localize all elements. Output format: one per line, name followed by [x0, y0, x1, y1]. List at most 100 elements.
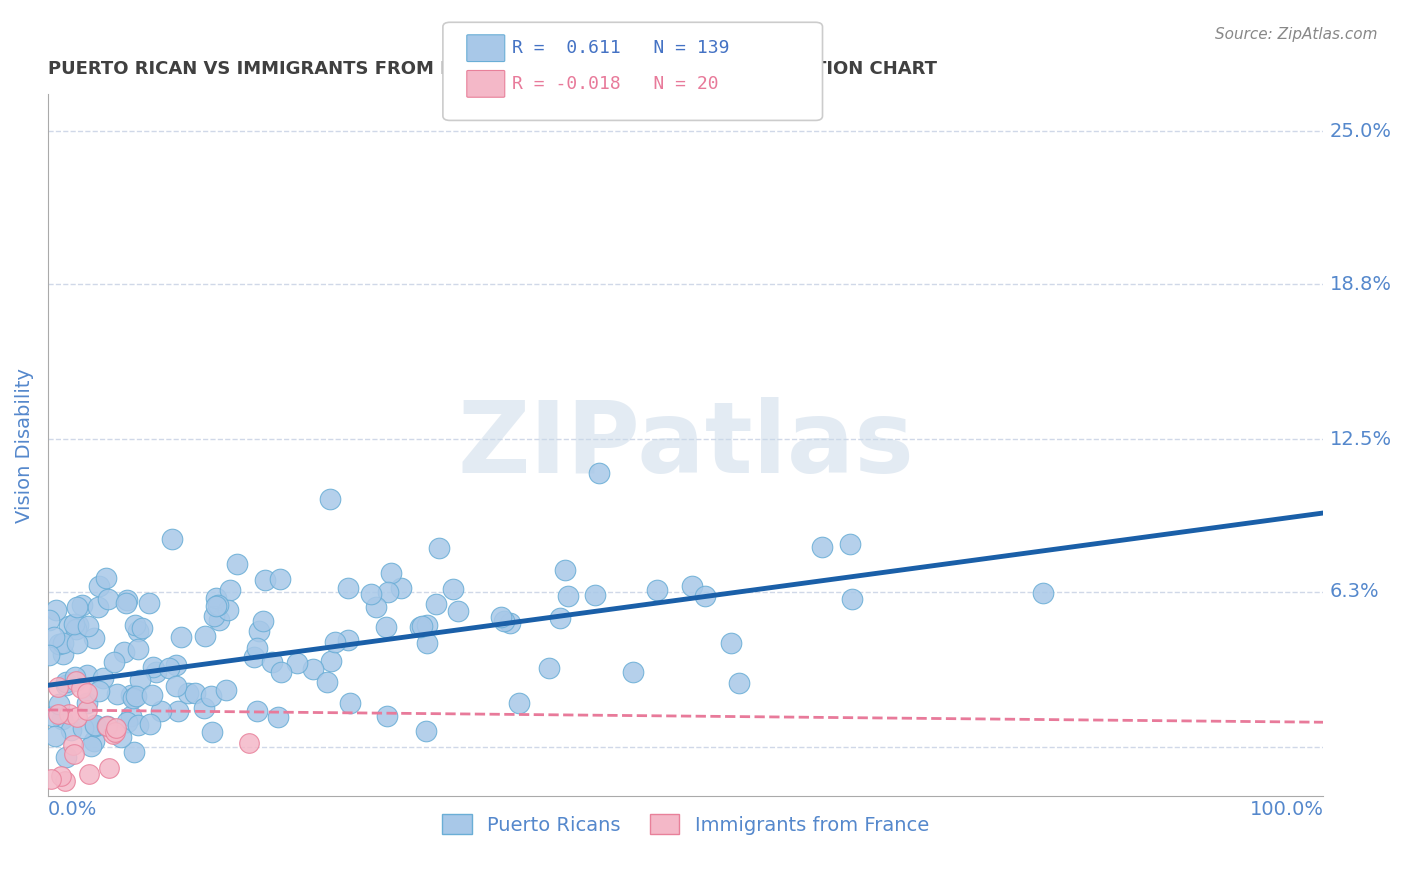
- Point: [270, 665, 292, 680]
- Point: [208, 613, 231, 627]
- Point: [621, 665, 644, 680]
- Point: [681, 579, 703, 593]
- Point: [44, 729, 66, 743]
- Point: [695, 589, 717, 603]
- Text: 0.0%: 0.0%: [48, 799, 97, 819]
- Point: [115, 596, 138, 610]
- Point: [375, 620, 398, 634]
- Point: [508, 696, 530, 710]
- Point: [269, 572, 291, 586]
- Point: [267, 709, 290, 723]
- Point: [103, 724, 125, 739]
- Point: [337, 581, 360, 595]
- Point: [120, 688, 142, 702]
- Point: [285, 656, 308, 670]
- Point: [200, 689, 222, 703]
- Text: Source: ZipAtlas.com: Source: ZipAtlas.com: [1215, 27, 1378, 42]
- Point: [217, 603, 239, 617]
- Point: [66, 617, 89, 632]
- Point: [124, 617, 146, 632]
- Point: [193, 701, 215, 715]
- Point: [838, 536, 860, 550]
- Point: [389, 581, 412, 595]
- Point: [38, 613, 60, 627]
- Point: [97, 761, 120, 775]
- Point: [301, 662, 323, 676]
- Point: [441, 582, 464, 596]
- Point: [246, 640, 269, 655]
- Point: [145, 665, 167, 679]
- Point: [489, 610, 512, 624]
- Point: [72, 599, 94, 613]
- Point: [62, 739, 84, 753]
- Point: [554, 563, 576, 577]
- Point: [51, 712, 73, 726]
- Point: [48, 697, 70, 711]
- Point: [131, 621, 153, 635]
- Point: [101, 726, 124, 740]
- Point: [319, 654, 342, 668]
- Text: R = -0.018   N = 20: R = -0.018 N = 20: [512, 75, 718, 93]
- Point: [55, 678, 77, 692]
- Point: [447, 605, 470, 619]
- Point: [63, 617, 86, 632]
- Point: [58, 618, 80, 632]
- Point: [83, 631, 105, 645]
- Point: [41, 708, 63, 723]
- Point: [494, 615, 516, 629]
- Point: [226, 558, 249, 572]
- Point: [415, 724, 437, 739]
- Point: [125, 689, 148, 703]
- Point: [375, 708, 398, 723]
- Point: [141, 689, 163, 703]
- Point: [425, 597, 447, 611]
- Point: [103, 656, 125, 670]
- Text: 100.0%: 100.0%: [1250, 799, 1323, 819]
- Point: [411, 619, 433, 633]
- Point: [55, 750, 77, 764]
- Point: [129, 673, 152, 687]
- Point: [46, 680, 69, 694]
- Point: [127, 624, 149, 638]
- Point: [548, 611, 571, 625]
- Point: [238, 736, 260, 750]
- Point: [112, 645, 135, 659]
- Point: [77, 619, 100, 633]
- Point: [315, 674, 337, 689]
- Point: [105, 687, 128, 701]
- Point: [91, 671, 114, 685]
- Point: [157, 660, 180, 674]
- Point: [87, 579, 110, 593]
- Point: [76, 697, 98, 711]
- Point: [94, 571, 117, 585]
- Point: [176, 686, 198, 700]
- Point: [138, 596, 160, 610]
- Point: [76, 703, 98, 717]
- Point: [115, 715, 138, 730]
- Point: [66, 600, 89, 615]
- Point: [52, 636, 75, 650]
- Point: [416, 636, 439, 650]
- Point: [218, 583, 240, 598]
- Point: [48, 637, 70, 651]
- Point: [537, 661, 560, 675]
- Point: [588, 467, 610, 481]
- Point: [380, 566, 402, 580]
- Point: [427, 541, 450, 555]
- Point: [46, 707, 69, 722]
- Point: [96, 719, 118, 733]
- Text: 12.5%: 12.5%: [1330, 430, 1392, 449]
- Point: [583, 588, 606, 602]
- Point: [87, 599, 110, 614]
- Text: R =  0.611   N = 139: R = 0.611 N = 139: [512, 39, 730, 57]
- Point: [201, 725, 224, 739]
- Point: [63, 670, 86, 684]
- Point: [139, 716, 162, 731]
- Point: [53, 773, 76, 788]
- Point: [205, 591, 228, 605]
- Point: [122, 691, 145, 706]
- Point: [160, 532, 183, 546]
- Point: [183, 686, 205, 700]
- Point: [127, 642, 149, 657]
- Point: [260, 656, 283, 670]
